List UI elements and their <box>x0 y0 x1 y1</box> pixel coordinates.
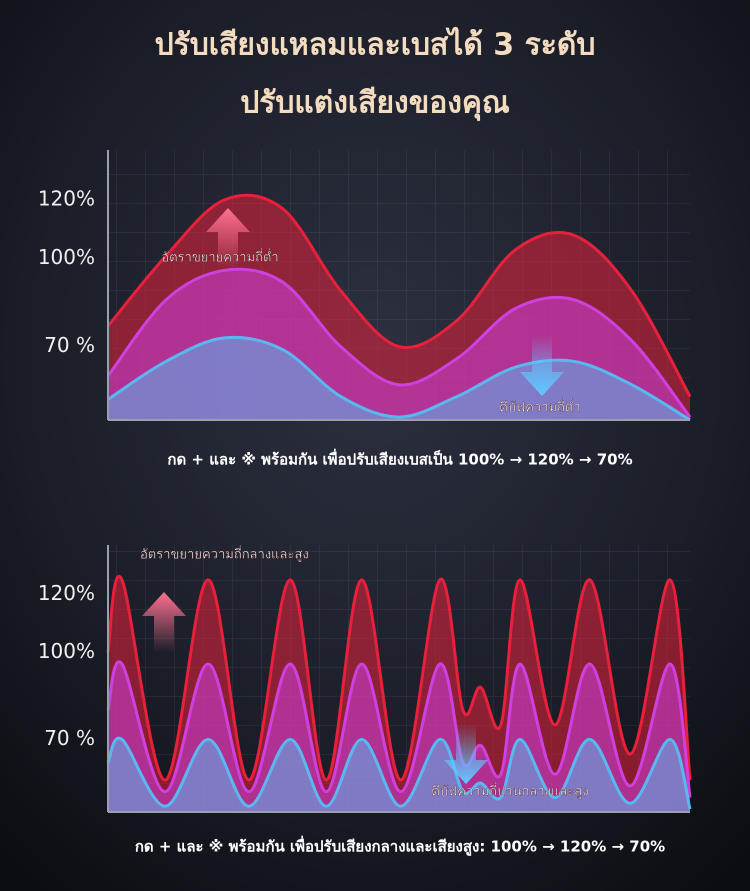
area-fill <box>108 337 690 420</box>
area-line <box>106 660 692 798</box>
cut-arrow <box>520 336 564 396</box>
y-tick-label: 100% <box>38 639 95 663</box>
annotation: ดีบัฟความถี่ต่ำ <box>499 399 580 416</box>
caption: กด + และ ※ พร้อมกัน เพื่อปรับเสียงเบสเป็… <box>167 449 632 469</box>
title-line: ปรับแต่งเสียงของคุณ <box>240 86 510 122</box>
y-tick-label: 120% <box>38 186 95 210</box>
area-line <box>106 574 692 782</box>
annotation: อัตราขยายความถี่กลางและสูง <box>140 546 309 563</box>
caption: กด + และ ※ พร้อมกัน เพื่อปรับเสียงกลางแล… <box>135 836 665 857</box>
y-tick-label: 70 % <box>44 726 95 750</box>
chart: 70 % 100% 120% อัตราขยายความถี่ต่ำดีบัฟความ… <box>38 150 692 469</box>
area-fill <box>108 738 690 812</box>
area-line <box>106 736 692 810</box>
y-tick-label: 100% <box>38 245 95 269</box>
chart: 70 % 100% 120% อัตราขยายความถี่กลางและสูงดี… <box>38 545 692 857</box>
y-tick-label: 120% <box>38 581 95 605</box>
area-line <box>107 335 691 422</box>
area-fill <box>108 661 690 812</box>
area-line <box>106 267 692 418</box>
area-line <box>106 193 692 398</box>
cut-arrow <box>444 724 488 784</box>
annotation: ดีบัฟความถี่ปานกลางและสูง <box>431 783 588 800</box>
title-line: ปรับเสียงแหลมและเบสได้ 3 ระดับ <box>155 27 596 63</box>
annotation: อัตราขยายความถี่ต่ำ <box>161 249 278 266</box>
y-tick-label: 70 % <box>44 333 95 357</box>
boost-arrow <box>206 208 250 268</box>
boost-arrow <box>142 592 186 652</box>
charts: 70 % 100% 120% อัตราขยายความถี่ต่ำดีบัฟความ… <box>38 150 692 857</box>
